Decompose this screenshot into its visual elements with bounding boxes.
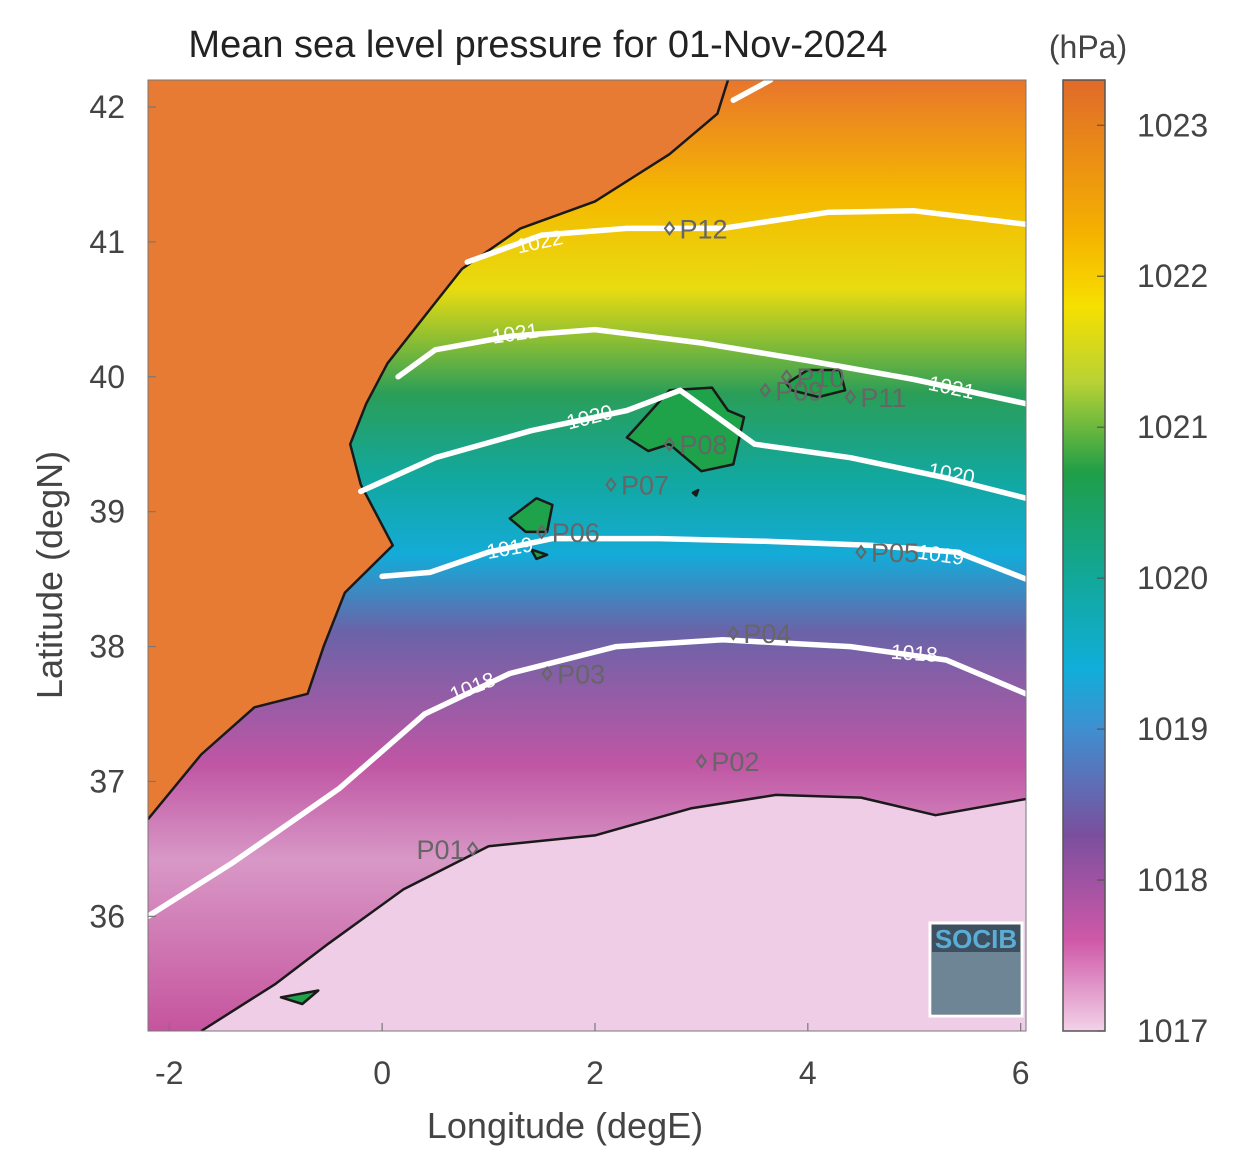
x-tick-label: 0	[373, 1055, 391, 1091]
socib-logo: SOCIB	[928, 921, 1024, 1018]
coastline-africa	[200, 793, 1026, 1031]
y-tick-label: 36	[89, 898, 125, 934]
coastline-iberia	[148, 80, 730, 820]
x-tick-label: 4	[799, 1055, 817, 1091]
y-tick-label: 37	[89, 763, 125, 799]
map-title: Mean sea level pressure for 01-Nov-2024	[188, 24, 887, 66]
land-iberia	[148, 80, 728, 820]
coastline-alboran	[279, 989, 320, 1006]
y-axis-ticks: 36 37 38 39 40 41 42	[89, 89, 156, 934]
colorbar-bar	[1062, 79, 1106, 1032]
colorbar-tick-label: 1019	[1137, 711, 1208, 747]
station-label-P01: P01	[417, 835, 465, 865]
station-marker-P09	[759, 382, 772, 398]
y-tick-label: 39	[89, 494, 125, 530]
station-label-P10: P10	[797, 363, 845, 393]
x-tick-label: 2	[586, 1055, 604, 1091]
colorbar-units: (hPa)	[1049, 29, 1127, 65]
coastline-cabrera	[691, 488, 700, 497]
colorbar-tick-label: 1023	[1137, 107, 1208, 143]
station-label-P07: P07	[621, 471, 669, 501]
y-axis-label: Latitude (degN)	[29, 451, 70, 699]
colorbar-ticks: 1017 1018 1019 1020 1021 1022 1023	[1097, 107, 1208, 1049]
station-marker-P10	[780, 369, 793, 385]
y-tick-label: 40	[89, 359, 125, 395]
y-tick-label: 38	[89, 629, 125, 665]
land-africa	[201, 794, 1026, 1031]
isobar-1022	[464, 208, 1026, 265]
isobar-1019	[379, 535, 1026, 582]
station-marker-P03	[541, 665, 553, 682]
isobar-1018	[148, 637, 1026, 920]
station-label-P06: P06	[552, 518, 600, 548]
colorbar: 1017 1018 1019 1020 1021 1022 1023	[1062, 79, 1208, 1049]
map-frame	[147, 79, 1027, 1032]
colorbar-tick-label: 1017	[1137, 1013, 1208, 1049]
station-marker-P12	[663, 220, 676, 237]
colorbar-tick-label: 1018	[1137, 862, 1208, 898]
colorbar-tick-label: 1021	[1137, 409, 1208, 445]
x-axis-label: Longitude (degE)	[427, 1105, 703, 1146]
station-label-P03: P03	[557, 660, 605, 690]
station-marker-P07	[605, 477, 617, 493]
logo-water	[932, 952, 1020, 1014]
station-marker-P05	[855, 544, 867, 560]
coastline-menorca	[785, 368, 847, 399]
y-tick-label: 42	[89, 89, 125, 125]
station-label-P04: P04	[743, 619, 791, 649]
station-label-P08: P08	[679, 430, 727, 460]
logo-text: SOCIB	[935, 924, 1017, 954]
coastline-formentera	[529, 548, 549, 561]
station-marker-P08	[663, 436, 676, 452]
x-axis-ticks: -2 0 2 4 6	[155, 1023, 1030, 1091]
isobar-1021	[395, 326, 1026, 407]
station-marker-P06	[536, 524, 548, 540]
colorbar-tick-label: 1020	[1137, 560, 1208, 596]
station-label-P12: P12	[679, 214, 727, 244]
coastline-ibiza	[508, 496, 554, 534]
station-marker-P02	[695, 753, 708, 769]
station-marker-P04	[727, 625, 740, 641]
isobar-label-1018-1: 1018	[890, 641, 938, 667]
isobar-1020	[358, 387, 1026, 501]
station-label-P11: P11	[860, 383, 906, 413]
station-marker-P11	[844, 389, 857, 405]
y-tick-label: 41	[89, 224, 125, 260]
station-marker-P01	[466, 841, 479, 857]
colorbar-tick-label: 1022	[1137, 258, 1208, 294]
coastlines	[148, 80, 1026, 1031]
station-label-P09: P09	[775, 376, 823, 406]
station-label-P05: P05	[871, 538, 919, 568]
station-label-P02: P02	[711, 747, 759, 777]
x-tick-label: -2	[155, 1055, 183, 1091]
isobar-1023	[730, 80, 774, 103]
x-tick-label: 6	[1012, 1055, 1030, 1091]
